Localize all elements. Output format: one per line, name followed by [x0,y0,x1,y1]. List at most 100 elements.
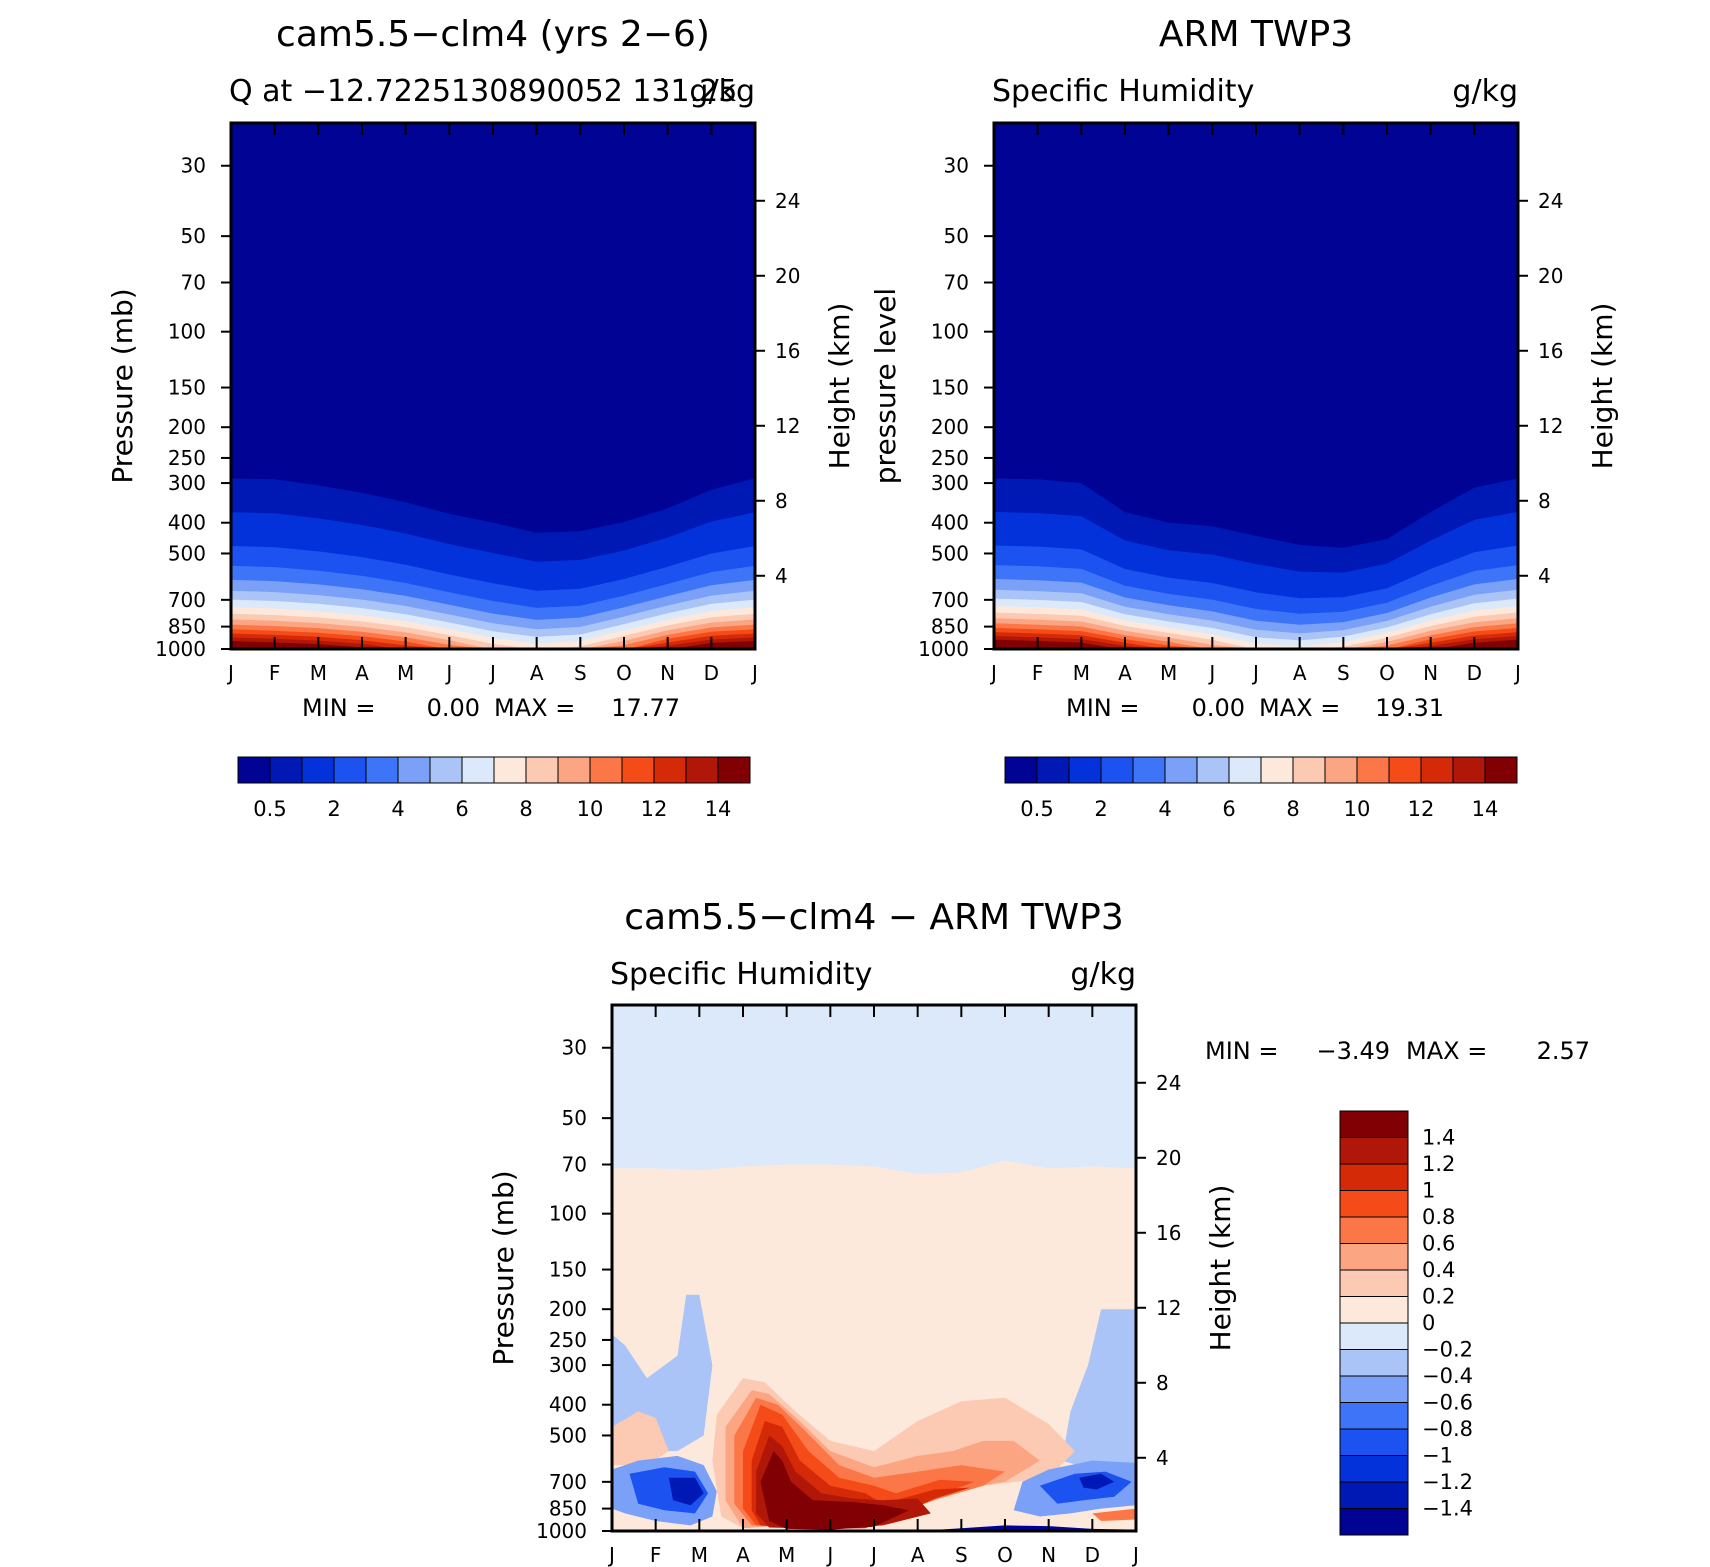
y-right-tick-label: 24 [775,189,800,213]
colorbar-label: −1 [1422,1444,1453,1468]
colorbar-box [1068,756,1102,784]
colorbar-label: 4 [1158,797,1171,821]
colorbar-box [429,756,463,784]
panel3-field [612,1005,1136,1531]
colorbar-label: 1.4 [1422,1126,1455,1150]
y-right-tick-label: 8 [1156,1371,1169,1395]
y-tick-label: 30 [562,1036,587,1060]
y-tick-label: 400 [549,1393,587,1417]
colorbar-label: 6 [455,797,468,821]
panel2-min-label: MIN = [1066,694,1139,722]
colorbar-label: 1 [1422,1179,1435,1203]
colorbar-box [1388,756,1422,784]
panel3-title: cam5.5−clm4 − ARM TWP3 [624,897,1124,938]
x-tick-label: D [704,661,719,685]
panel2-subtitle-right: g/kg [1452,74,1518,109]
x-tick-label: S [574,661,587,685]
y-tick-label: 150 [168,376,206,400]
x-tick-label: J [1513,661,1521,685]
x-tick-label: M [778,1543,795,1567]
x-tick-label: M [691,1543,708,1567]
colorbar-box [1339,1455,1409,1483]
colorbar-box [1004,756,1038,784]
x-tick-label: A [530,661,544,685]
panel-model: cam5.5−clm4 (yrs 2−6) Q at −12.722513089… [106,14,856,821]
colorbar-box [493,756,527,784]
panel3-ylabel: Pressure (mb) [487,1170,520,1365]
y-tick-label: 100 [549,1202,587,1226]
panel3-subtitle-right: g/kg [1070,957,1136,992]
panel3-colorbar: 1.41.210.80.60.40.20−0.2−0.4−0.6−0.8−1−1… [1339,1110,1473,1536]
colorbar-label: 8 [519,797,532,821]
y-right-tick-label: 8 [775,489,788,513]
colorbar-box [525,756,559,784]
x-tick-label: J [1207,661,1215,685]
y-tick-label: 1000 [918,637,969,661]
colorbar-box [1339,1349,1409,1377]
colorbar-box [1292,756,1326,784]
panel2-min-value: 0.00 [1192,694,1245,722]
colorbar-box [1339,1190,1409,1218]
y-tick-label: 1000 [536,1519,587,1543]
x-tick-label: D [1085,1543,1100,1567]
y-tick-label: 850 [549,1497,587,1521]
x-tick-label: M [310,661,327,685]
y-right-tick-label: 16 [1538,339,1563,363]
contour-band [1061,1309,1136,1472]
colorbar-box [685,756,719,784]
y-right-tick-label: 20 [1156,1146,1181,1170]
y-tick-label: 70 [181,271,206,295]
y-right-tick-label: 20 [1538,264,1563,288]
y-tick-label: 200 [168,415,206,439]
panel1-min-value: 0.00 [427,694,480,722]
colorbar-label: 12 [1408,797,1435,821]
x-tick-label: M [1160,661,1177,685]
y-tick-label: 700 [168,588,206,612]
colorbar-label: −1.2 [1422,1470,1473,1494]
y-tick-label: 300 [168,471,206,495]
y-right-tick-label: 24 [1156,1071,1181,1095]
contour-band [668,1477,704,1506]
y-tick-label: 150 [549,1258,587,1282]
colorbar-box [1339,1428,1409,1456]
colorbar-box [1228,756,1262,784]
y-tick-label: 150 [931,376,969,400]
colorbar-label: 14 [705,797,732,821]
colorbar-box [1339,1269,1409,1297]
y-tick-label: 700 [931,588,969,612]
colorbar-box [717,756,751,784]
x-tick-label: J [1251,661,1259,685]
panel2-ylabel: pressure level [869,288,902,484]
y-tick-label: 30 [181,154,206,178]
x-tick-label: M [1073,661,1090,685]
colorbar-box [1339,1110,1409,1138]
colorbar-box [1484,756,1518,784]
colorbar-box [589,756,623,784]
panel2-title: ARM TWP3 [1159,14,1353,55]
panel3-ylabel-right: Height (km) [1204,1185,1237,1352]
colorbar-label: −0.6 [1422,1391,1473,1415]
x-tick-label: A [1293,661,1307,685]
colorbar-label: −0.4 [1422,1364,1473,1388]
x-tick-label: J [825,1543,833,1567]
x-tick-label: F [650,1543,662,1567]
colorbar-box [1339,1402,1409,1430]
y-tick-label: 100 [931,320,969,344]
colorbar-box [1164,756,1198,784]
colorbar-box [1339,1243,1409,1271]
colorbar-box [557,756,591,784]
panel3-subtitle-left: Specific Humidity [610,957,872,992]
colorbar-label: −0.2 [1422,1338,1473,1362]
y-right-tick-label: 8 [1538,489,1551,513]
x-tick-label: O [997,1543,1013,1567]
colorbar-box [1339,1322,1409,1350]
y-tick-label: 400 [931,511,969,535]
y-right-tick-label: 20 [775,264,800,288]
panel3-min-label: MIN = [1205,1037,1278,1065]
x-tick-label: S [1337,661,1350,685]
y-right-tick-label: 4 [1156,1446,1169,1470]
colorbar-box [1036,756,1070,784]
contour-band [1092,1508,1136,1521]
